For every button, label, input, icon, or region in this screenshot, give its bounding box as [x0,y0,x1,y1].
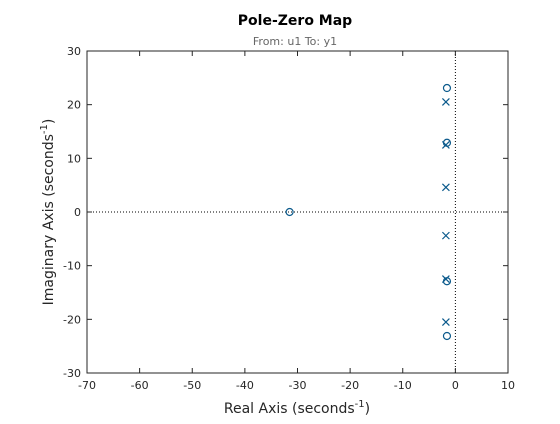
zero-marker [285,207,294,217]
y-tick-label: 10 [67,152,81,165]
x-tick-label: -20 [341,379,359,392]
zero-marker [442,83,452,93]
y-tick-label: 20 [67,99,81,112]
y-tick-label: -10 [63,260,81,273]
pole-marker [441,183,450,192]
y-tick-label: -20 [63,313,81,326]
x-label-text: Real Axis (seconds [224,401,355,417]
x-label-close: ) [365,401,370,417]
y-tick-label: 30 [67,45,81,58]
pole-marker [441,231,450,240]
pole-marker [441,318,450,326]
y-tick-label: -30 [63,367,81,380]
x-tick-label: -60 [131,379,149,392]
x-tick-label: -10 [394,379,412,392]
zero-marker [442,331,452,341]
x-tick-label: -40 [236,379,254,392]
y-label-close: ) [41,119,57,124]
x-tick-label: -50 [183,379,201,392]
x-tick-label: 10 [501,379,515,392]
y-label-sup: -1 [39,124,50,134]
x-tick-label: -30 [289,379,307,392]
chart-title: Pole-Zero Map [238,13,352,29]
x-axis-label: Real Axis (seconds-1) [224,399,370,417]
chart-subtitle: From: u1 To: y1 [253,35,337,48]
zero-marker [442,277,452,286]
pole-marker [441,98,450,106]
y-label-text: Imaginary Axis (seconds [41,134,57,305]
y-axis-label: Imaginary Axis (seconds-1) [39,119,57,306]
x-tick-label: 0 [452,379,459,392]
y-tick-label: 0 [74,206,81,219]
x-label-sup: -1 [355,399,365,410]
x-tick-label: -70 [78,379,96,392]
zero-marker [442,138,452,147]
